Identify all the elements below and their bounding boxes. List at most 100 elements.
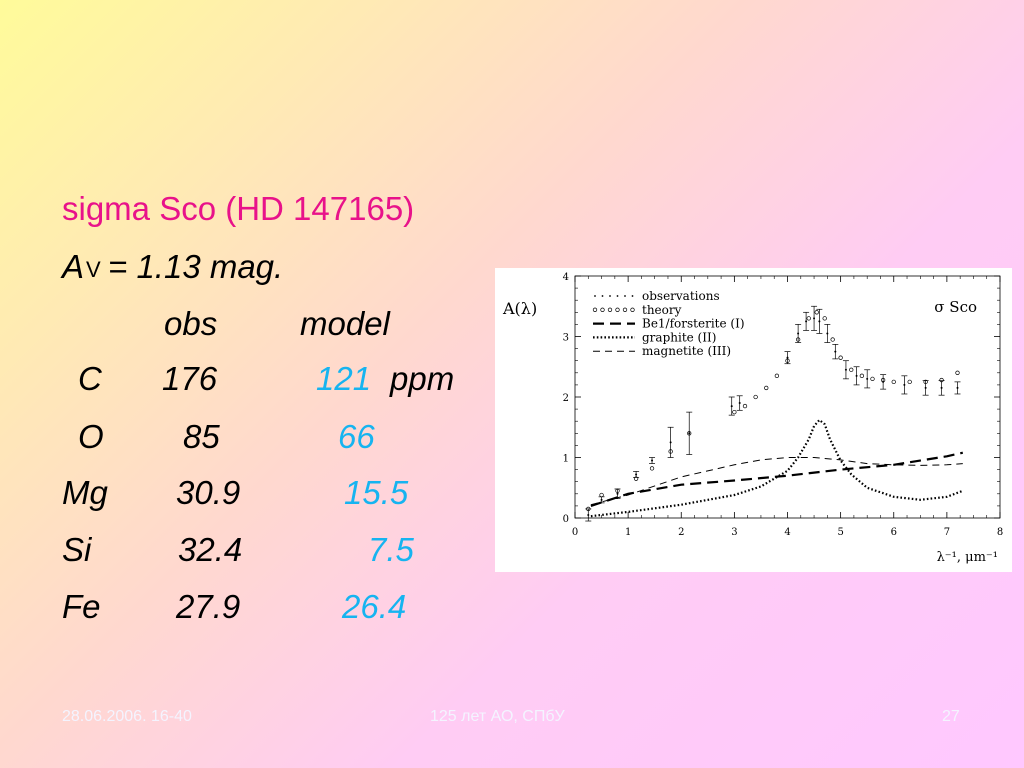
y-tick-label: 4: [563, 272, 569, 283]
observation-point: [600, 498, 603, 501]
legend-entry: Be1/forsterite (I): [642, 317, 745, 331]
row-model-value: 121: [316, 360, 372, 397]
av-subscript: V: [86, 257, 101, 282]
legend-theory-marker: [630, 307, 635, 312]
observation-point: [797, 332, 800, 335]
row-obs-value: 27.9: [176, 588, 241, 625]
y-tick-label: 3: [563, 333, 569, 344]
row-obs-value: 30.9: [176, 474, 241, 511]
legend-observations-marker: [624, 295, 626, 297]
av-symbol: A: [62, 248, 85, 285]
observation-point: [738, 402, 741, 405]
y-tick-label: 2: [563, 393, 569, 404]
footer-page-number: 27: [942, 708, 960, 725]
footer-date: 28.06.2006. 16-40: [62, 708, 192, 725]
row-model-value: 26.4: [342, 588, 407, 625]
legend-observations-marker: [616, 295, 619, 297]
theory-point: [822, 316, 827, 321]
row-unit: ppm: [390, 360, 455, 397]
legend-observations-marker: [594, 295, 596, 297]
row-model-value: 7.5: [368, 531, 414, 568]
observation-point: [866, 377, 869, 380]
theory-point: [774, 373, 780, 378]
observation-point: [651, 459, 654, 462]
row-element: Fe: [62, 588, 101, 625]
legend-entry: graphite (II): [642, 330, 716, 344]
row-obs-value: 85: [183, 418, 220, 455]
observation-point: [813, 317, 816, 320]
theory-point: [814, 310, 819, 315]
row-element: Mg: [62, 474, 108, 511]
theory-point: [838, 355, 843, 360]
theory-point: [742, 403, 748, 409]
observation-point: [826, 332, 829, 335]
legend-theory-marker: [592, 307, 598, 312]
row-element: C: [78, 360, 102, 397]
row-element: Si: [62, 531, 92, 568]
observation-point: [924, 386, 927, 389]
x-tick-label: 8: [997, 527, 1003, 538]
legend-theory-marker: [615, 307, 620, 312]
theory-point: [806, 316, 811, 321]
x-tick-label: 4: [784, 527, 790, 538]
observation-point: [818, 320, 821, 323]
extinction-chart-svg: 0 1 2 3 4 5 6 7 8 0 1 2 3 4 A(λ) λ⁻¹, μm⁻¹ σ Sco observat…: [502, 272, 1003, 565]
observation-point: [587, 513, 590, 516]
slide-title: sigma Sco (HD 147165): [62, 190, 415, 227]
theory-point: [649, 466, 655, 471]
legend-observations-marker: [631, 295, 634, 297]
row-obs-value: 176: [162, 360, 218, 397]
row-model-value: 66: [338, 418, 375, 455]
theory-point: [830, 337, 835, 342]
y-axis-label: A(λ): [502, 299, 537, 318]
theory-point: [870, 376, 875, 381]
legend-entry: theory: [642, 303, 682, 317]
observation-point: [903, 383, 906, 386]
series-line: [590, 418, 964, 518]
theory-point: [891, 379, 896, 385]
theory-point: [764, 385, 769, 391]
column-header-obs: obs: [164, 305, 218, 342]
theory-point: [599, 492, 604, 498]
x-tick-label: 0: [572, 527, 578, 538]
series-line: [590, 457, 963, 506]
observation-point: [956, 386, 959, 389]
x-tick-label: 1: [625, 527, 631, 538]
footer-center: 125 лет АО, СПбУ: [430, 708, 565, 725]
observation-point: [786, 356, 789, 359]
x-axis-label: λ⁻¹, μm⁻¹: [937, 550, 998, 565]
observation-point: [635, 473, 638, 476]
row-obs-value: 32.4: [178, 531, 243, 568]
legend-observations-marker: [601, 295, 604, 297]
observation-point: [834, 350, 837, 353]
column-header-model: model: [300, 305, 390, 342]
observation-point: [688, 432, 691, 435]
theory-point: [732, 409, 737, 415]
series-line: [590, 451, 964, 507]
y-tick-label: 0: [563, 514, 569, 525]
legend-entry: observations: [642, 289, 720, 303]
x-tick-label: 3: [731, 527, 737, 538]
legend-theory-marker: [622, 307, 628, 312]
y-tick-label: 1: [563, 454, 569, 465]
theory-point: [907, 379, 912, 385]
legend-observations-marker: [609, 295, 611, 297]
theory-point: [859, 373, 865, 378]
row-model-value: 15.5: [344, 474, 409, 511]
observation-point: [730, 405, 733, 408]
observation-point: [940, 386, 943, 389]
x-tick-label: 6: [891, 527, 897, 538]
av-value: = 1.13 mag.: [108, 248, 284, 285]
extinction-chart: 0 1 2 3 4 5 6 7 8 0 1 2 3 4 A(λ) λ⁻¹, μm⁻¹ σ Sco observat…: [495, 268, 1012, 572]
legend-theory-marker: [607, 307, 613, 312]
observation-point: [882, 380, 885, 383]
theory-point: [753, 394, 758, 400]
observation-point: [805, 320, 808, 323]
row-element: O: [78, 418, 104, 455]
chart-title: σ Sco: [934, 298, 977, 316]
x-tick-label: 5: [837, 527, 843, 538]
x-tick-label: 2: [678, 527, 684, 538]
theory-point: [955, 370, 960, 375]
legend-theory-marker: [600, 307, 605, 312]
observation-point: [669, 441, 672, 444]
